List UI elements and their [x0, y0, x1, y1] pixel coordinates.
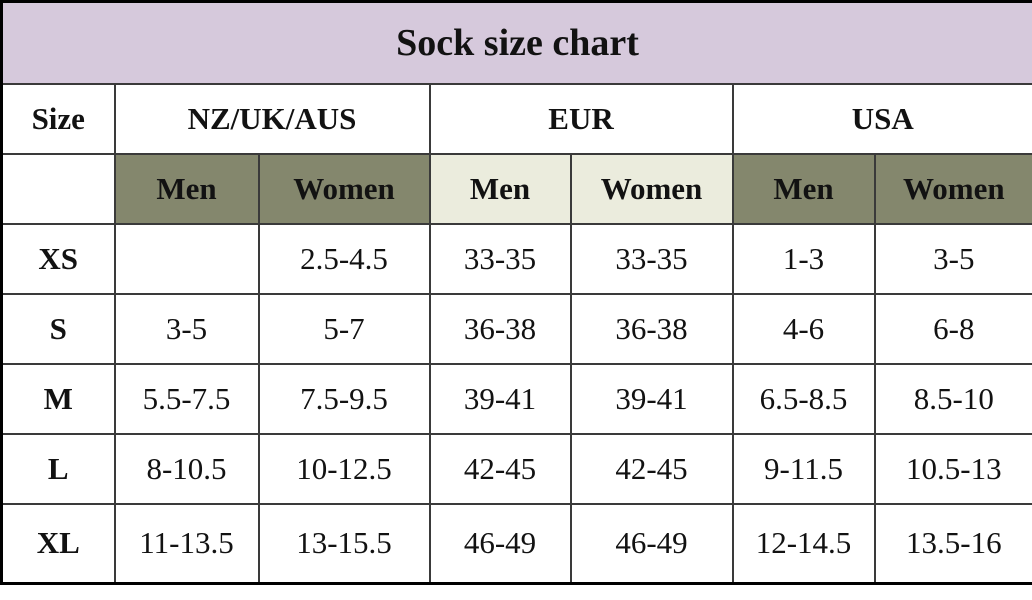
- row-label-xs: XS: [0, 222, 116, 295]
- cell-xl-eur-women: 46-49: [569, 502, 734, 585]
- cell-m-usa-women: 8.5-10: [873, 362, 1032, 435]
- cell-s-nz-men: 3-5: [113, 292, 260, 365]
- cell-l-eur-women: 42-45: [569, 432, 734, 505]
- cell-s-usa-women: 6-8: [873, 292, 1032, 365]
- column-group-nz-uk-aus: NZ/UK/AUS: [113, 82, 431, 155]
- table-row-m: M 5.5-7.5 7.5-9.5 39-41 39-41 6.5-8.5 8.…: [0, 362, 1032, 435]
- subheader-blank: [0, 152, 116, 225]
- cell-m-nz-men: 5.5-7.5: [113, 362, 260, 435]
- cell-xs-nz-men: [113, 222, 260, 295]
- cell-l-usa-women: 10.5-13: [873, 432, 1032, 505]
- cell-l-nz-women: 10-12.5: [257, 432, 431, 505]
- cell-xl-nz-men: 11-13.5: [113, 502, 260, 585]
- cell-s-nz-women: 5-7: [257, 292, 431, 365]
- cell-xs-usa-men: 1-3: [731, 222, 876, 295]
- cell-l-usa-men: 9-11.5: [731, 432, 876, 505]
- sock-size-chart-table: Sock size chart Size NZ/UK/AUS EUR USA M…: [0, 0, 1032, 585]
- cell-xl-usa-men: 12-14.5: [731, 502, 876, 585]
- cell-l-eur-men: 42-45: [428, 432, 572, 505]
- cell-s-eur-women: 36-38: [569, 292, 734, 365]
- row-label-xl: XL: [0, 502, 116, 585]
- column-group-usa: USA: [731, 82, 1032, 155]
- row-label-m: M: [0, 362, 116, 435]
- subheader-eur-women: Women: [569, 152, 734, 225]
- cell-xs-usa-women: 3-5: [873, 222, 1032, 295]
- cell-xs-eur-women: 33-35: [569, 222, 734, 295]
- cell-m-nz-women: 7.5-9.5: [257, 362, 431, 435]
- subheader-usa-women: Women: [873, 152, 1032, 225]
- cell-l-nz-men: 8-10.5: [113, 432, 260, 505]
- column-group-eur: EUR: [428, 82, 734, 155]
- cell-xs-nz-women: 2.5-4.5: [257, 222, 431, 295]
- cell-s-eur-men: 36-38: [428, 292, 572, 365]
- cell-xl-eur-men: 46-49: [428, 502, 572, 585]
- subheader-nz-men: Men: [113, 152, 260, 225]
- cell-xs-eur-men: 33-35: [428, 222, 572, 295]
- table-row-xs: XS 2.5-4.5 33-35 33-35 1-3 3-5: [0, 222, 1032, 295]
- cell-xl-usa-women: 13.5-16: [873, 502, 1032, 585]
- column-header-size: Size: [0, 82, 116, 155]
- cell-m-eur-men: 39-41: [428, 362, 572, 435]
- subheader-eur-men: Men: [428, 152, 572, 225]
- table-title: Sock size chart: [0, 0, 1032, 85]
- subheader-nz-women: Women: [257, 152, 431, 225]
- table-row-xl: XL 11-13.5 13-15.5 46-49 46-49 12-14.5 1…: [0, 502, 1032, 585]
- row-label-s: S: [0, 292, 116, 365]
- cell-xl-nz-women: 13-15.5: [257, 502, 431, 585]
- cell-m-usa-men: 6.5-8.5: [731, 362, 876, 435]
- subheader-usa-men: Men: [731, 152, 876, 225]
- cell-m-eur-women: 39-41: [569, 362, 734, 435]
- table-row-l: L 8-10.5 10-12.5 42-45 42-45 9-11.5 10.5…: [0, 432, 1032, 505]
- table-row-s: S 3-5 5-7 36-38 36-38 4-6 6-8: [0, 292, 1032, 365]
- row-label-l: L: [0, 432, 116, 505]
- cell-s-usa-men: 4-6: [731, 292, 876, 365]
